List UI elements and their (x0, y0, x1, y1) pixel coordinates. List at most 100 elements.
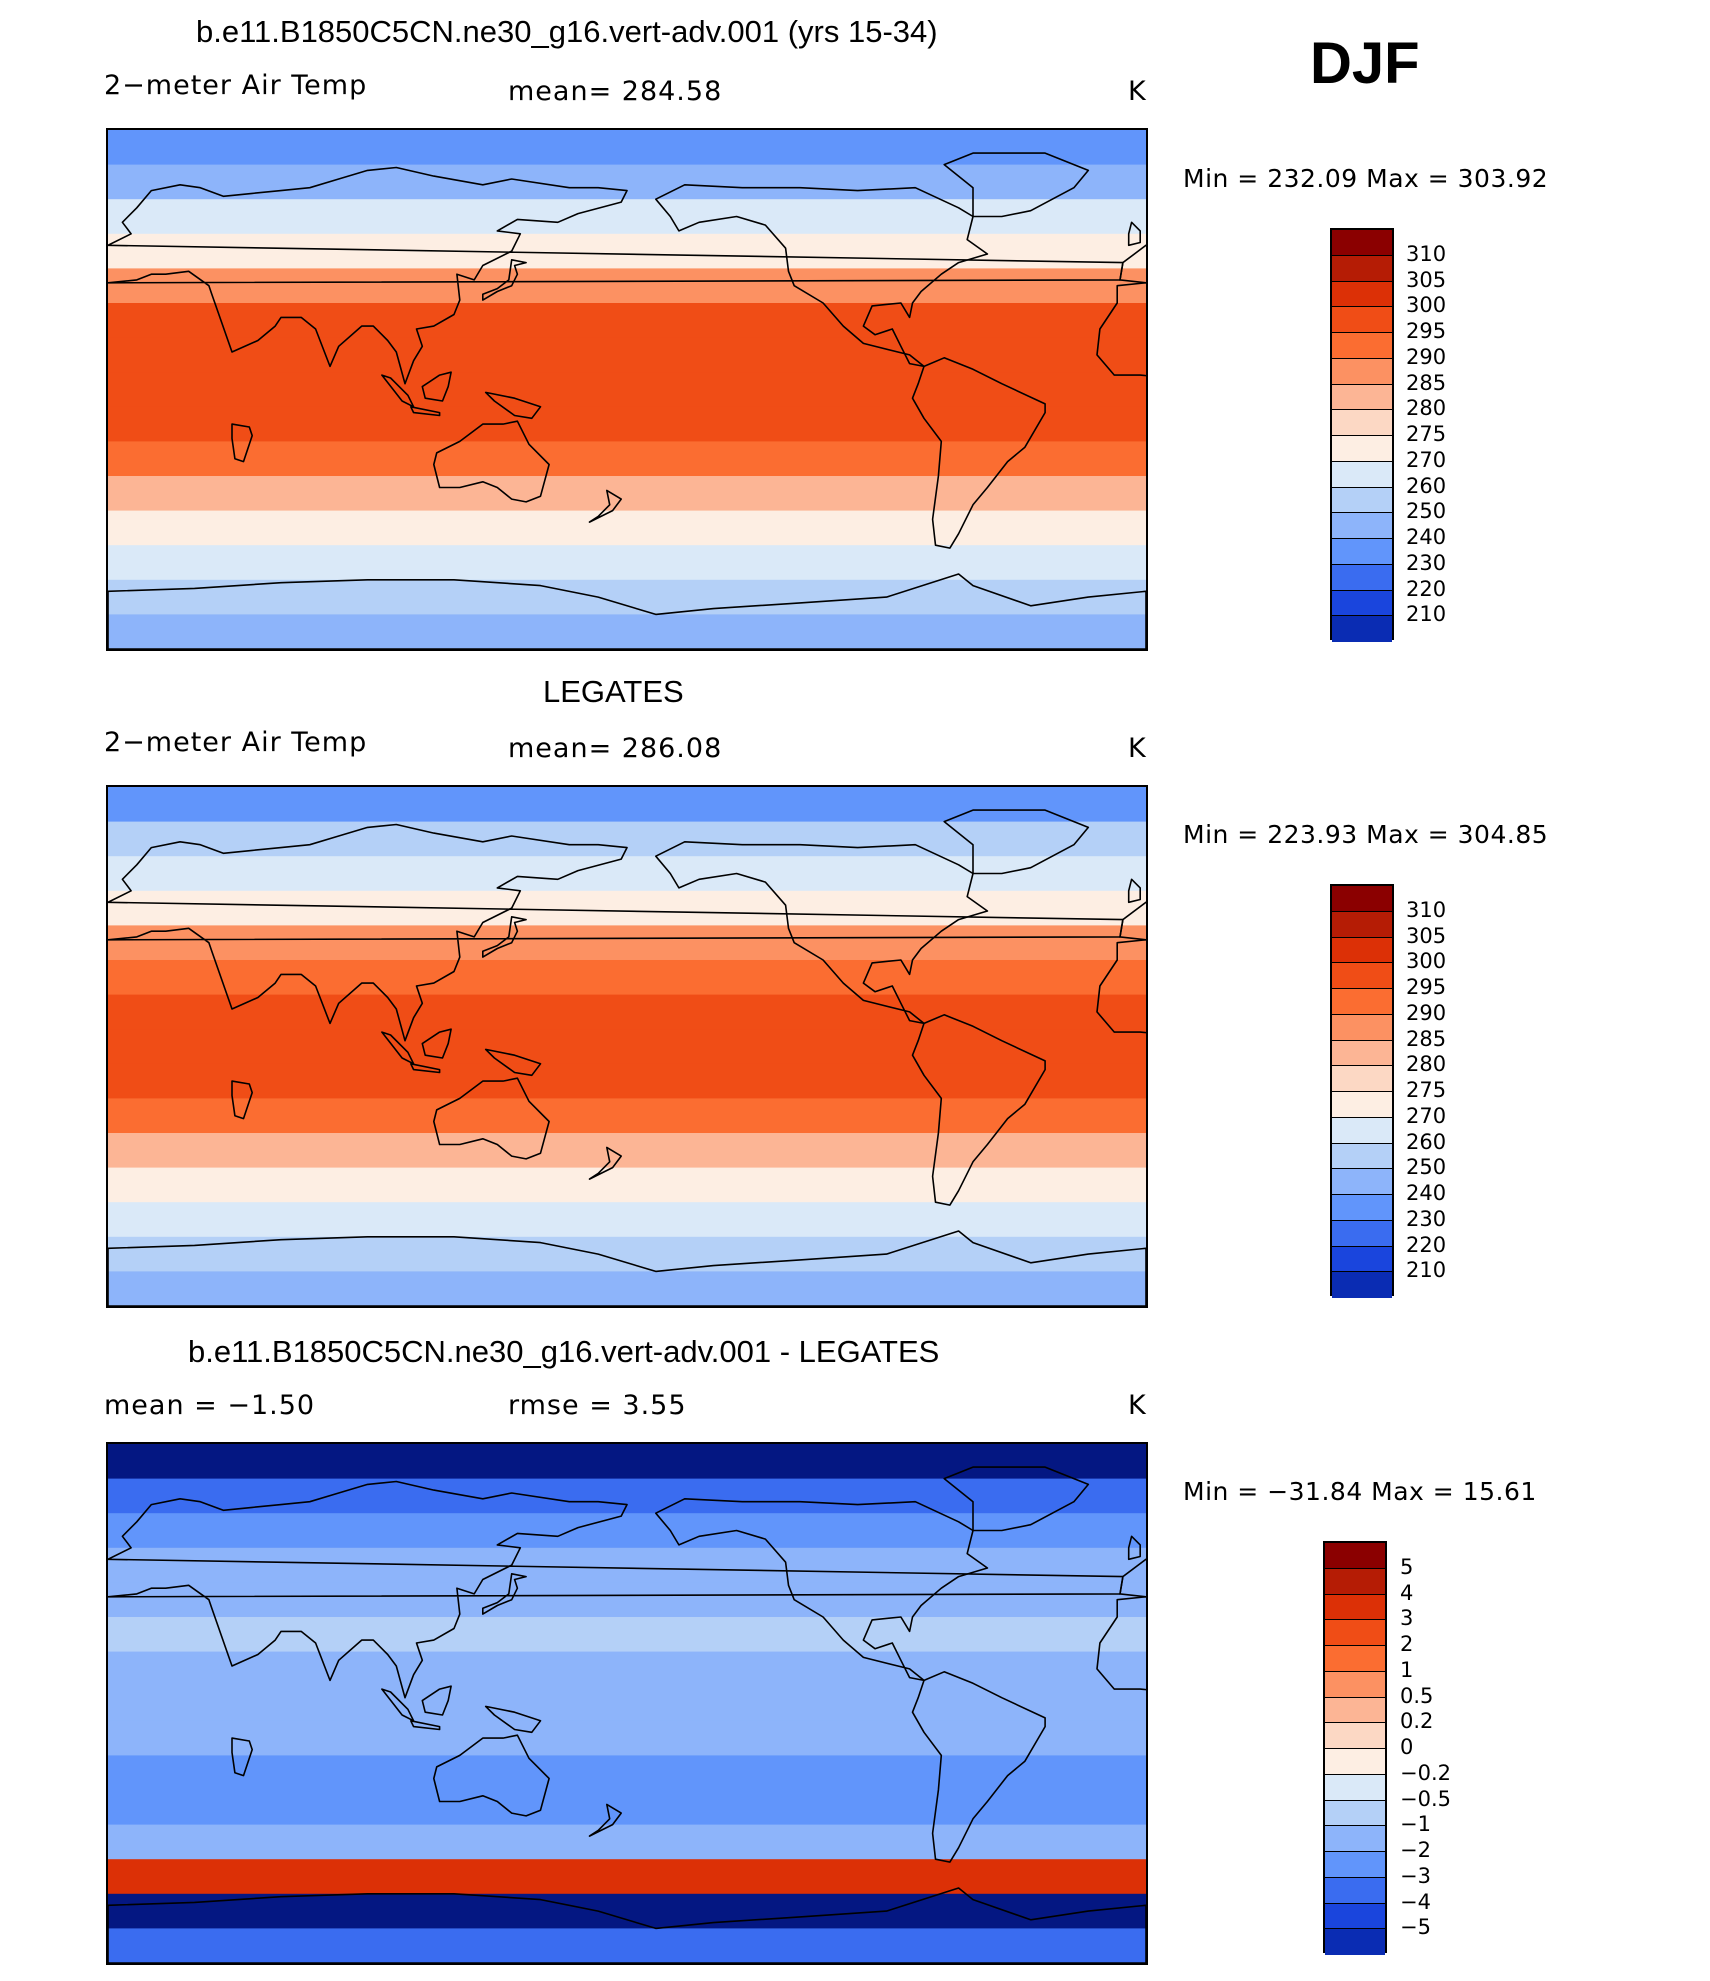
coastline-13 (588, 489, 622, 523)
colorbar-segment (1332, 358, 1392, 385)
lat-band-3 (108, 1547, 1146, 1584)
colorbar-tick-label: 270 (1406, 1103, 1447, 1128)
map-diff (106, 1442, 1148, 1965)
coastline-9 (421, 371, 452, 402)
colorbar-segment (1332, 590, 1392, 617)
colorbar-segment (1325, 1800, 1385, 1827)
colorbar-tick-label: 5 (1400, 1554, 1414, 1579)
minmax-diff: Min = −31.84 Max = 15.61 (1183, 1477, 1537, 1506)
coastline-7 (482, 259, 527, 301)
coastline-4 (433, 1734, 550, 1817)
colorbar-tick-label: 210 (1406, 602, 1447, 627)
coastline-1 (911, 1014, 1046, 1206)
colorbar-tick-label: 3 (1400, 1606, 1414, 1631)
lat-band-1 (108, 821, 1146, 858)
colorbar-tick-label: −5 (1400, 1915, 1431, 1940)
lat-band-8 (108, 1720, 1146, 1757)
lat-band-11 (108, 510, 1146, 547)
coastline-14 (1127, 1535, 1141, 1561)
lat-band-12 (108, 1859, 1146, 1895)
colorbar-segment (1332, 1220, 1392, 1247)
coastline-10 (381, 1688, 415, 1722)
coastline-4 (433, 420, 550, 503)
mean-label-model: mean= 284.58 (508, 76, 723, 107)
colorbar-tick-label: 285 (1406, 370, 1447, 395)
lat-band-5 (108, 303, 1146, 339)
map-diff-svg (108, 1444, 1146, 1963)
coastline-6 (108, 1887, 1146, 1963)
lat-band-4 (108, 925, 1146, 961)
coastline-13 (588, 1803, 622, 1837)
colorbar-segment (1332, 1066, 1392, 1092)
colorbar-segment (1325, 1852, 1385, 1878)
variable-label-model: 2−meter Air Temp (104, 70, 368, 101)
coastline-5 (943, 152, 1090, 218)
lat-band-4 (108, 1582, 1146, 1618)
lat-band-13 (108, 1236, 1146, 1273)
panel-title-model: b.e11.B1850C5CN.ne30_g16.vert-adv.001 (y… (196, 14, 938, 49)
minmax-model: Min = 232.09 Max = 303.92 (1183, 164, 1549, 193)
lat-band-14 (108, 1928, 1146, 1963)
coastline-8 (231, 1737, 253, 1777)
map-model-svg (108, 130, 1146, 649)
colorbar-segment (1332, 989, 1392, 1015)
colorbar-tick-label: −0.5 (1400, 1786, 1451, 1811)
lat-band-6 (108, 994, 1146, 1031)
colorbar-tick-label: 270 (1406, 447, 1447, 472)
lat-band-11 (108, 1824, 1146, 1861)
colorbar-tick-label: 300 (1406, 949, 1447, 974)
coastline-13 (588, 1146, 622, 1180)
lat-band-0 (108, 787, 1146, 823)
coastline-0 (655, 184, 989, 368)
colorbar-tick-label: 305 (1406, 267, 1447, 292)
lat-band-6 (108, 1651, 1146, 1688)
coastline-12 (484, 1705, 542, 1734)
colorbar-tick-label: 310 (1406, 897, 1447, 922)
colorbar-segment (1332, 616, 1392, 642)
lat-band-10 (108, 476, 1146, 512)
colorbar-segment (1325, 1749, 1385, 1775)
colorbar-segment (1332, 911, 1392, 938)
colorbar-tick-label: 275 (1406, 1078, 1447, 1102)
colorbar-tick-label: −1 (1400, 1812, 1431, 1837)
colorbar-tick-label: 250 (1406, 1155, 1447, 1180)
colorbar-segment (1325, 1671, 1385, 1698)
colorbar-segment (1325, 1646, 1385, 1672)
colorbar-segment (1332, 461, 1392, 488)
lat-band-8 (108, 406, 1146, 443)
units-label-diff: K (1128, 1390, 1147, 1421)
coastline-10 (381, 1031, 415, 1065)
colorbar-segment (1332, 255, 1392, 282)
coastline-14 (1127, 221, 1141, 247)
coastline-3 (108, 823, 1124, 1042)
rmse-label-diff: rmse = 3.55 (508, 1390, 687, 1421)
panel-title-diff: b.e11.B1850C5CN.ne30_g16.vert-adv.001 - … (188, 1334, 940, 1369)
coastline-1 (911, 1671, 1046, 1863)
coastline-7 (482, 916, 527, 958)
colorbar-tick-label: 2 (1400, 1632, 1414, 1656)
lat-band-11 (108, 1167, 1146, 1204)
coastline-5 (943, 809, 1090, 875)
coastline-8 (231, 1080, 253, 1120)
colorbar-segment (1325, 1826, 1385, 1852)
coastline-12 (484, 1048, 542, 1077)
colorbar-segment (1332, 230, 1392, 256)
colorbar-segment (1325, 1620, 1385, 1646)
colorbar-model (1330, 228, 1394, 642)
colorbar-tick-label: 1 (1400, 1657, 1414, 1682)
coastline-14 (1127, 878, 1141, 904)
colorbar-diff (1323, 1541, 1387, 1955)
mean-label-obs: mean= 286.08 (508, 733, 723, 764)
coastline-9 (421, 1685, 452, 1716)
colorbar-segment (1332, 1040, 1392, 1067)
lat-band-10 (108, 1790, 1146, 1826)
colorbar-segment (1332, 1169, 1392, 1195)
coastline-8 (231, 423, 253, 463)
colorbar-tick-label: 240 (1406, 525, 1447, 549)
variable-label-obs: 2−meter Air Temp (104, 727, 368, 758)
colorbar-tick-label: 220 (1406, 1232, 1447, 1257)
colorbar-segment (1325, 1723, 1385, 1749)
lat-band-5 (108, 960, 1146, 996)
colorbar-segment (1332, 1143, 1392, 1170)
colorbar-segment (1325, 1903, 1385, 1930)
